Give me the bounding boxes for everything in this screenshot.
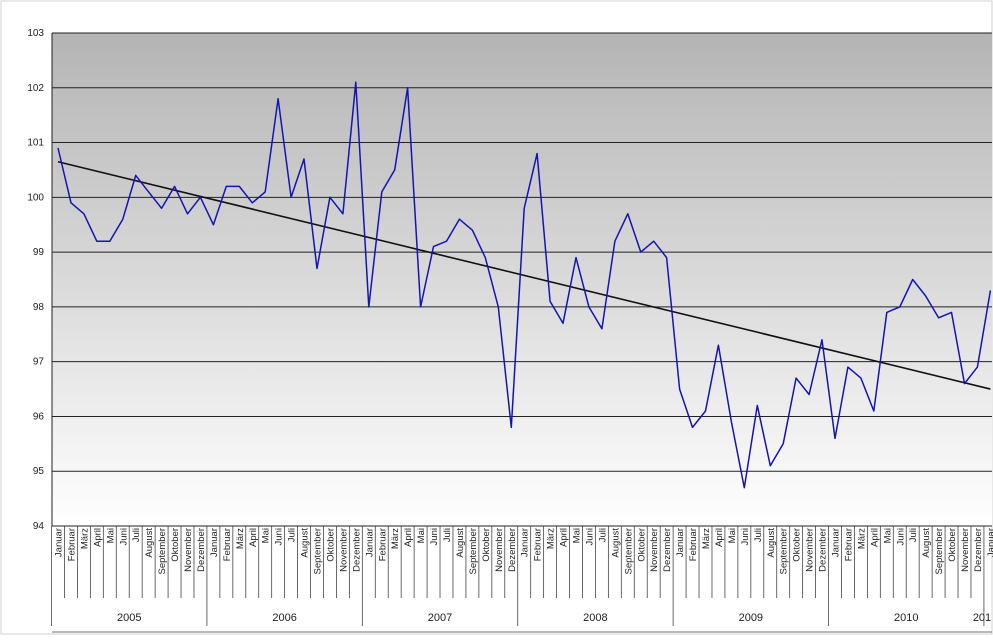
year-label: 2007 (428, 612, 452, 624)
x-tick-label: Januar (209, 528, 220, 557)
x-tick-label: Januar (54, 528, 65, 557)
y-tick-label: 96 (33, 411, 45, 422)
x-tick-label: September (157, 528, 168, 574)
x-tick-label: Juli (597, 528, 608, 542)
x-tick-label: März (701, 528, 712, 549)
x-tick-label: Februar (66, 528, 77, 561)
x-tick-label: Juni (274, 528, 285, 545)
y-tick-label: 102 (27, 83, 44, 94)
year-label: 201 (973, 612, 991, 624)
series-layer (57, 81, 992, 489)
x-tick-label: August (455, 528, 466, 558)
x-tick-label: März (235, 528, 246, 549)
x-tick-label: Oktober (325, 528, 336, 562)
x-tick-label: Januar (675, 528, 686, 557)
x-tick-label: Juni (740, 528, 751, 545)
y-tick-label: 97 (33, 357, 45, 368)
x-tick-label: Dezember (973, 528, 984, 572)
x-tick-label: November (649, 528, 660, 572)
x-tick-label: Juni (118, 528, 129, 545)
x-tick-label: April (403, 528, 414, 547)
y-tick-label: 94 (33, 521, 45, 532)
x-tick-label: Januar (520, 528, 531, 557)
x-tick-label: April (714, 528, 725, 547)
x-tick-label: Dezember (818, 528, 829, 572)
x-tick-label: Mai (105, 528, 116, 543)
y-tick-label: 101 (27, 138, 44, 149)
x-tick-label: Februar (843, 528, 854, 561)
x-axis: Januar Februar März April Mai Juni Juli August S… (51, 525, 993, 633)
x-tick-label: September (313, 528, 324, 574)
year-label: 2010 (894, 612, 918, 624)
x-tick-label: August (610, 528, 621, 558)
series-line (57, 81, 992, 489)
x-tick-label: November (338, 528, 349, 572)
x-tick-label: Oktober (792, 528, 803, 562)
y-axis-tick-labels: 94 95 96 97 98 99 100 101 102 103 (27, 28, 44, 532)
x-tick-label: Dezember (662, 528, 673, 572)
y-tick-label: 98 (33, 302, 45, 313)
y-tick-label: 103 (27, 28, 44, 39)
x-tick-label: April (248, 528, 259, 547)
x-tick-label: Mai (572, 528, 583, 543)
year-label: 2006 (272, 612, 296, 624)
x-tick-label: Juli (442, 528, 453, 542)
x-tick-label: Januar (364, 528, 375, 557)
x-tick-label: November (183, 528, 194, 572)
x-tick-label: Juli (287, 528, 298, 542)
x-tick-label: Januar (831, 528, 842, 557)
x-tick-label: Oktober (947, 528, 958, 562)
x-tick-label: Januar (986, 528, 993, 557)
x-tick-label: Juli (753, 528, 764, 542)
x-tick-label: September (468, 528, 479, 574)
x-tick-label: April (92, 528, 103, 547)
x-tick-label: März (390, 528, 401, 549)
x-tick-label: April (559, 528, 570, 547)
x-tick-label: Mai (882, 528, 893, 543)
x-tick-label: Februar (377, 528, 388, 561)
x-tick-label: Juli (908, 528, 919, 542)
x-tick-label: Mai (416, 528, 427, 543)
x-tick-label: Februar (222, 528, 233, 561)
x-tick-label: August (766, 528, 777, 558)
x-tick-label: August (921, 528, 932, 558)
trendline (57, 160, 991, 390)
y-tick-label: 95 (33, 466, 45, 477)
x-tick-label: November (805, 528, 816, 572)
x-tick-label: September (779, 528, 790, 574)
y-tick-label: 99 (33, 247, 45, 258)
x-tick-label: August (300, 528, 311, 558)
x-tick-label: November (494, 528, 505, 572)
plot-area (52, 33, 992, 526)
x-tick-label: Oktober (636, 528, 647, 562)
x-tick-label: Juni (584, 528, 595, 545)
year-label: 2008 (583, 612, 607, 624)
x-tick-label: März (546, 528, 557, 549)
x-tick-label: Mai (261, 528, 272, 543)
year-label: 2009 (739, 612, 763, 624)
x-tick-label: Dezember (351, 528, 362, 572)
trendline-layer (57, 160, 991, 390)
x-tick-label: September (623, 528, 634, 574)
x-tick-label: Dezember (507, 528, 518, 572)
x-tick-label: Juli (131, 528, 142, 542)
x-tick-label: Mai (727, 528, 738, 543)
year-label: 2005 (117, 612, 141, 624)
x-tick-label: April (869, 528, 880, 547)
x-tick-label: Oktober (481, 528, 492, 562)
x-tick-label: Dezember (196, 528, 207, 572)
y-tick-label: 100 (27, 192, 44, 203)
x-tick-label: Juni (429, 528, 440, 545)
x-tick-label: Februar (688, 528, 699, 561)
x-tick-label: Februar (533, 528, 544, 561)
x-tick-label: August (144, 528, 155, 558)
x-tick-label: Juni (895, 528, 906, 545)
x-tick-label: September (934, 528, 945, 574)
x-tick-label: März (856, 528, 867, 549)
x-tick-label: Oktober (170, 528, 181, 562)
x-tick-label: März (79, 528, 90, 549)
x-tick-label: November (960, 528, 971, 572)
